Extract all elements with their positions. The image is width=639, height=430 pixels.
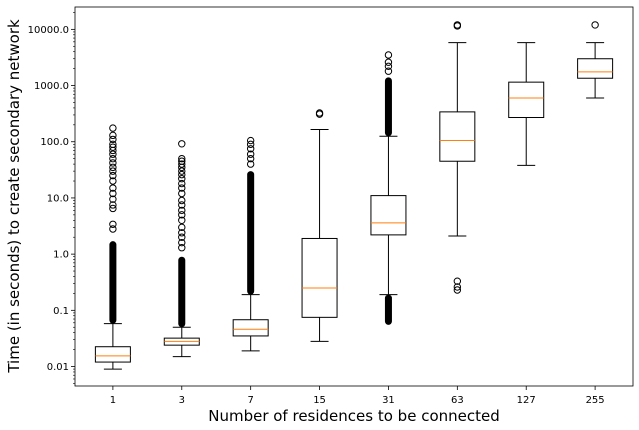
outlier-point (109, 163, 117, 172)
outlier-point (109, 177, 117, 185)
outlier-point (384, 51, 393, 59)
outlier-point (109, 201, 117, 209)
outlier-point (178, 157, 186, 165)
outlier-point (109, 135, 117, 144)
outlier-point (384, 58, 393, 66)
y-tick-label: 0.1 (53, 306, 69, 317)
outlier-point (109, 124, 117, 132)
outlier-point (109, 184, 117, 192)
box-iqr (232, 319, 269, 337)
outlier-point (109, 159, 117, 167)
outlier-point (178, 216, 186, 224)
x-tick-label: 127 (517, 395, 536, 406)
y-axis-ticks: 0.01 0.1 1.0 10.0 100.0 1000.0 10000.0 (28, 12, 75, 384)
box-3 (163, 140, 200, 358)
y-tick-label: 1000.0 (34, 81, 69, 92)
outlier-point (453, 21, 462, 29)
box-7 (232, 136, 269, 352)
outlier-point (178, 179, 186, 188)
box-iqr (439, 111, 476, 162)
y-tick-label: 100.0 (40, 137, 69, 148)
box-iqr (301, 237, 338, 318)
box-iqr (508, 81, 545, 119)
outlier-point (178, 170, 186, 179)
outlier-point (109, 195, 117, 203)
outlier-point (109, 225, 117, 233)
y-tick-label: 10000.0 (28, 25, 69, 36)
outlier-point (109, 154, 117, 163)
y-tick-label: 10.0 (47, 193, 69, 204)
x-tick-label: 7 (247, 395, 253, 406)
x-tick-label: 31 (382, 395, 395, 406)
outlier-point (109, 143, 117, 151)
outlier-point (178, 174, 186, 183)
outlier-point (109, 140, 117, 149)
outlier-point (178, 196, 186, 205)
outlier-point (178, 233, 186, 241)
outlier-band (384, 77, 392, 137)
plot-area (74, 6, 634, 387)
outlier-point (178, 244, 186, 252)
x-tick-label: 63 (451, 395, 464, 406)
outlier-point (246, 150, 255, 158)
box-127 (508, 42, 545, 166)
x-tick-label: 255 (586, 395, 605, 406)
outlier-point (246, 140, 255, 149)
outlier-point (178, 211, 186, 219)
outlier-point (246, 145, 255, 153)
box-iqr (94, 346, 131, 363)
x-axis-label: Number of residences to be connected (208, 407, 500, 425)
outlier-point (591, 21, 599, 29)
outlier-band (247, 171, 255, 295)
outlier-point (178, 167, 186, 175)
x-tick-label: 15 (313, 395, 326, 406)
box-31 (370, 51, 407, 325)
outlier-point (246, 154, 255, 163)
x-tick-label: 1 (110, 395, 116, 406)
box-iqr (370, 195, 407, 236)
box-15 (301, 109, 338, 342)
x-axis-ticks: 1 3 7 15 31 63 127 255 (110, 386, 605, 406)
outlier-band (178, 256, 186, 328)
outlier-point (453, 283, 462, 291)
outlier-point (315, 109, 324, 117)
outlier-point (109, 171, 117, 180)
outlier-point (178, 160, 186, 168)
outlier-band (109, 241, 117, 324)
outlier-point (384, 67, 393, 75)
box-63 (439, 21, 476, 294)
outlier-point (453, 286, 462, 294)
box-255 (577, 21, 614, 99)
y-tick-label: 0.01 (47, 362, 69, 373)
outlier-point (178, 223, 186, 232)
outlier-point (178, 154, 186, 163)
outlier-point (178, 206, 186, 215)
outlier-point (384, 62, 393, 71)
outlier-point (178, 229, 186, 237)
outlier-point (178, 140, 186, 148)
outlier-point (453, 277, 462, 285)
outlier-point (246, 136, 255, 145)
x-tick-label: 3 (179, 395, 185, 406)
box-marks (94, 21, 614, 370)
outlier-point (109, 189, 117, 198)
outlier-point (109, 150, 117, 158)
box-iqr (577, 58, 614, 79)
y-tick-label: 1.0 (53, 250, 69, 261)
box-1 (94, 124, 131, 370)
outlier-point (178, 184, 186, 192)
outlier-point (178, 189, 186, 198)
outlier-point (246, 160, 255, 168)
outlier-point (109, 204, 117, 213)
outlier-point (109, 131, 117, 140)
outlier-band (384, 294, 392, 325)
y-axis-label: Time (in seconds) to create secondary ne… (5, 19, 23, 374)
outlier-point (178, 201, 186, 209)
outlier-point (109, 220, 117, 228)
outlier-point (109, 167, 117, 175)
outlier-point (178, 238, 186, 247)
